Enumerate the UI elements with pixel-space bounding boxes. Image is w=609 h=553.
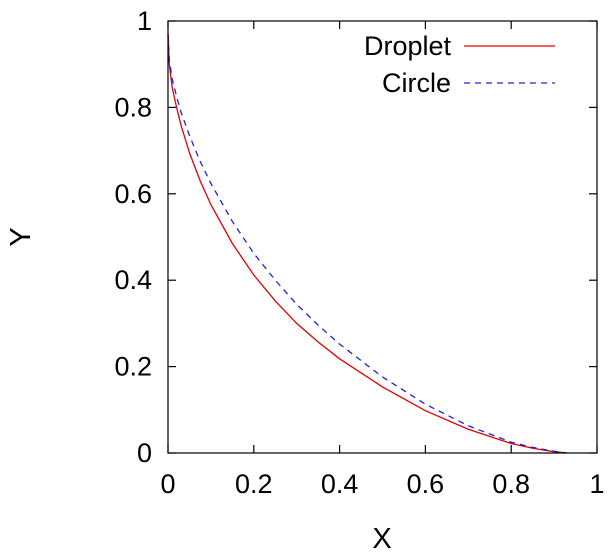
x-tick-label: 1 bbox=[589, 469, 604, 499]
x-tick-label: 0.2 bbox=[235, 469, 273, 499]
x-tick-label: 0.6 bbox=[407, 469, 445, 499]
legend-label: Droplet bbox=[364, 31, 452, 61]
y-tick-label: 0.8 bbox=[114, 92, 152, 122]
y-tick-label: 0.2 bbox=[114, 352, 152, 382]
x-tick-label: 0.8 bbox=[492, 469, 530, 499]
x-tick-label: 0 bbox=[160, 469, 175, 499]
tick-labels-layer: 0 0.2 0.4 0.6 0.8 1 0 0.2 0.4 0.6 0.8 1 bbox=[114, 6, 604, 499]
series-layer bbox=[167, 33, 568, 454]
legend-label: Circle bbox=[382, 68, 451, 98]
y-tick-label: 1 bbox=[137, 6, 152, 36]
ticks-layer bbox=[167, 20, 598, 454]
series-line-droplet bbox=[167, 33, 568, 454]
x-axis-label: X bbox=[372, 523, 391, 553]
y-axis-label: Y bbox=[5, 227, 37, 246]
y-tick-label: 0.4 bbox=[114, 265, 152, 295]
y-tick-label: 0 bbox=[137, 438, 152, 468]
plot-frame bbox=[167, 20, 598, 454]
series-line-circle bbox=[167, 33, 568, 454]
legend: Droplet Circle bbox=[364, 31, 555, 98]
y-tick-label: 0.6 bbox=[114, 179, 152, 209]
x-tick-label: 0.4 bbox=[321, 469, 359, 499]
